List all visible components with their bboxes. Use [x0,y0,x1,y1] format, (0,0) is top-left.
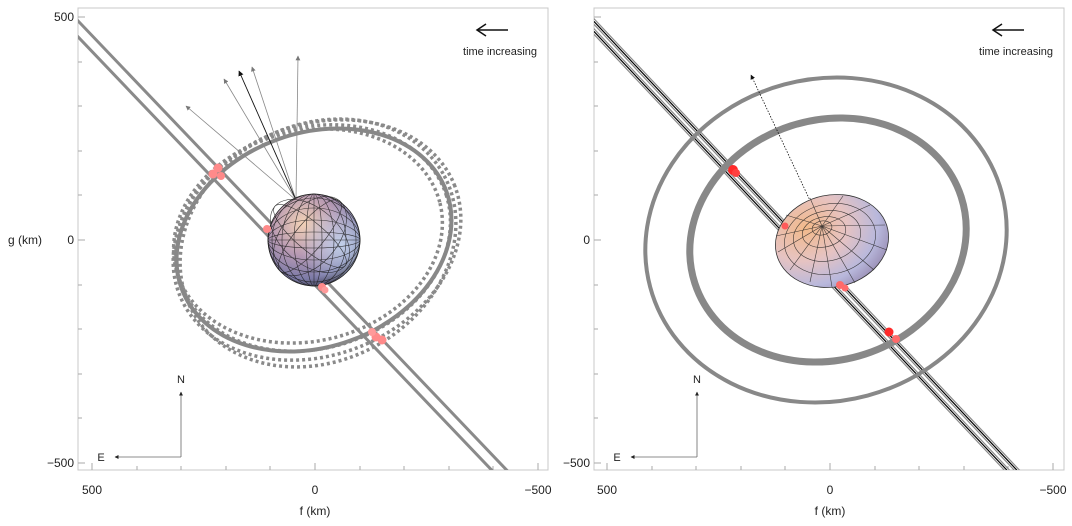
left-time-label: time increasing [463,46,537,58]
left-ytick-neg500: −500 [47,456,74,470]
left-xtick-500: 500 [82,483,102,497]
right-contact-points [728,165,900,343]
right-compass: N E [613,374,701,464]
right-east-label: E [613,452,620,464]
left-plot-frame [77,7,549,471]
left-north-label: N [177,374,185,386]
right-north-label: N [693,374,701,386]
left-east-label: E [97,452,104,464]
left-ticks [78,16,539,470]
left-pole-arrows [185,55,301,201]
right-ticks [594,16,1054,470]
right-ytick-neg500: −500 [563,456,590,470]
left-ytick-0: 0 [67,233,74,247]
right-time-arrow-head [991,23,1003,37]
right-ellipsoid [775,194,889,288]
left-ring-solution [174,126,454,354]
right-xlabel: f (km) [815,504,846,518]
left-pole-arrow-main [238,70,297,201]
left-panel: time increasing N E 500 0 −500 500 0 −50… [8,7,552,518]
left-xtick-neg500: −500 [524,483,551,497]
right-ring-inner [686,114,970,366]
left-ytick-500: 500 [54,10,74,24]
right-xtick-neg500: −500 [1039,483,1066,497]
left-contact-points [208,163,387,345]
left-xtick-0: 0 [312,483,319,497]
left-compass: N E [97,374,185,464]
right-time-label: time increasing [979,46,1053,58]
right-panel: time increasing N E 500 0 −500 0 −500 f … [563,7,1067,518]
right-ring-outer [643,75,1009,405]
left-xlabel: f (km) [300,504,331,518]
left-sphere [267,193,361,287]
right-xtick-0: 0 [827,483,834,497]
left-ylabel: g (km) [8,233,42,247]
right-ytick-0: 0 [583,233,590,247]
right-plot-frame [593,7,1065,471]
left-time-arrow-head [475,23,487,37]
right-xtick-500: 500 [597,483,617,497]
